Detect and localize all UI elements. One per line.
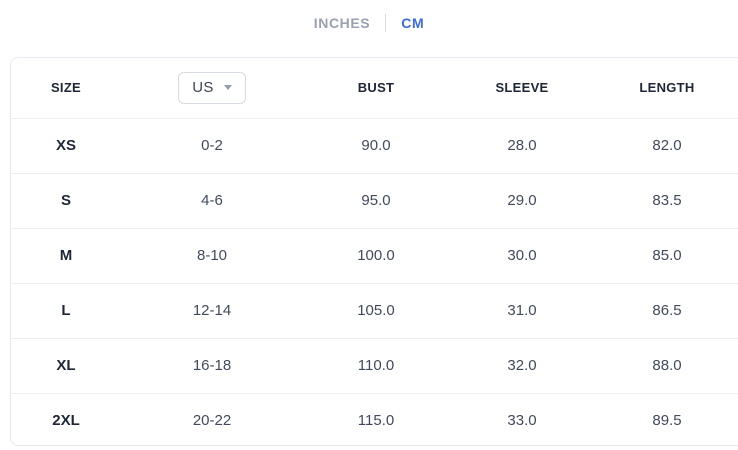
cell-size: M <box>11 228 121 284</box>
tab-inches[interactable]: INCHES <box>313 15 371 31</box>
cell-bust: 105.0 <box>303 283 449 339</box>
cell-length: 83.5 <box>595 173 738 229</box>
cell-sleeve: 29.0 <box>449 173 595 229</box>
cell-us: 8-10 <box>121 228 303 284</box>
cell-sleeve: 30.0 <box>449 228 595 284</box>
cell-us: 12-14 <box>121 283 303 339</box>
unit-toggle: INCHES CM <box>0 12 738 34</box>
region-dropdown-value: US <box>192 78 214 96</box>
tab-divider <box>385 14 387 32</box>
size-chart-card: SIZE US BUST SLEEVE LENGTH XS 0-2 90.0 2… <box>10 57 738 446</box>
cell-sleeve: 28.0 <box>449 118 595 174</box>
table-row: XL 16-18 110.0 32.0 88.0 <box>11 338 738 394</box>
cell-us: 0-2 <box>121 118 303 174</box>
cell-length: 88.0 <box>595 338 738 394</box>
cell-sleeve: 32.0 <box>449 338 595 394</box>
cell-sleeve: 31.0 <box>449 283 595 339</box>
table-row: 2XL 20-22 115.0 33.0 89.5 <box>11 393 738 448</box>
header-bust: BUST <box>303 58 449 119</box>
cell-us: 4-6 <box>121 173 303 229</box>
header-region-cell: US <box>121 58 303 119</box>
cell-bust: 110.0 <box>303 338 449 394</box>
header-length: LENGTH <box>595 58 738 119</box>
cell-us: 20-22 <box>192 412 232 430</box>
region-dropdown[interactable]: US <box>178 71 246 104</box>
cell-length: 89.5 <box>652 412 682 430</box>
caret-down-icon <box>223 84 232 90</box>
table-row: XS 0-2 90.0 28.0 82.0 <box>11 118 738 174</box>
cell-sleeve: 33.0 <box>507 412 537 430</box>
table-header-row: SIZE US BUST SLEEVE LENGTH <box>11 58 738 119</box>
cell-length: 82.0 <box>595 118 738 174</box>
header-sleeve: SLEEVE <box>449 58 595 119</box>
cell-size: XS <box>11 118 121 174</box>
cell-bust: 90.0 <box>303 118 449 174</box>
cell-size: L <box>11 283 121 339</box>
cell-length: 85.0 <box>595 228 738 284</box>
table-row: S 4-6 95.0 29.0 83.5 <box>11 173 738 229</box>
cell-bust: 115.0 <box>357 412 395 430</box>
table-row: M 8-10 100.0 30.0 85.0 <box>11 228 738 284</box>
cell-us: 16-18 <box>121 338 303 394</box>
cell-length: 86.5 <box>595 283 738 339</box>
tab-cm[interactable]: CM <box>401 15 425 31</box>
cell-size: 2XL <box>52 412 80 430</box>
cell-bust: 100.0 <box>303 228 449 284</box>
size-chart-table: SIZE US BUST SLEEVE LENGTH XS 0-2 90.0 2… <box>11 58 738 448</box>
cell-size: S <box>11 173 121 229</box>
cell-bust: 95.0 <box>303 173 449 229</box>
cell-size: XL <box>11 338 121 394</box>
header-size: SIZE <box>11 58 121 119</box>
table-row: L 12-14 105.0 31.0 86.5 <box>11 283 738 339</box>
